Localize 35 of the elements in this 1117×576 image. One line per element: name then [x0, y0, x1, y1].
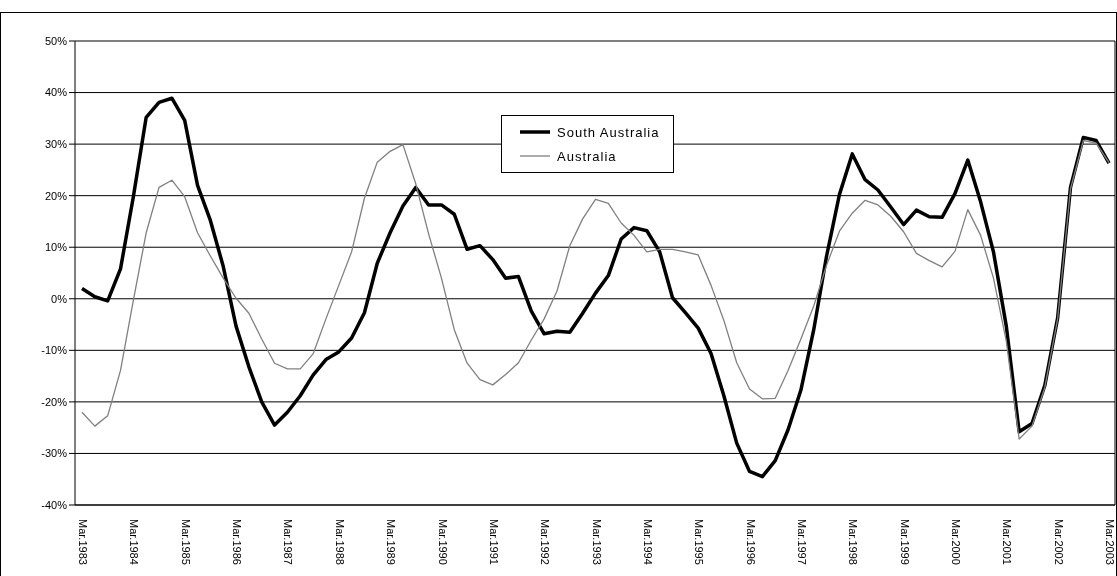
- x-tick-label: Mar.1992: [539, 519, 552, 565]
- legend-label: Australia: [557, 148, 617, 164]
- x-tick-label: Mar.1999: [898, 519, 911, 565]
- x-tick-label: Mar.1991: [487, 519, 500, 565]
- line-series: [81, 139, 1110, 440]
- y-tick-label: 30%: [44, 138, 68, 151]
- x-tick-label: Mar.1993: [590, 519, 603, 565]
- x-tick-label: Mar.1983: [77, 519, 90, 565]
- y-tick-label: -30%: [41, 447, 68, 460]
- y-tick-label: 10%: [44, 241, 68, 254]
- x-tick-label: Mar.2001: [1001, 519, 1014, 565]
- y-tick-label: 0%: [51, 292, 68, 305]
- x-tick-label: Mar.1990: [436, 519, 449, 565]
- line-series: [80, 96, 1111, 479]
- y-tick-label: -10%: [41, 344, 68, 357]
- y-tick-label: -20%: [41, 395, 68, 408]
- x-tick-label: Mar.1989: [385, 519, 398, 565]
- x-tick-label: Mar.1997: [795, 519, 808, 565]
- x-tick-label: Mar.1984: [128, 519, 141, 565]
- y-tick-label: 20%: [44, 189, 68, 202]
- legend-label: South Australia: [557, 124, 660, 140]
- x-tick-label: Mar.1998: [847, 519, 860, 565]
- x-tick-label: Mar.2003: [1104, 519, 1117, 565]
- x-tick-label: Mar.1994: [641, 519, 654, 565]
- x-tick-label: Mar.1995: [693, 519, 706, 565]
- x-tick-label: Mar.1988: [333, 519, 346, 565]
- x-tick-label: Mar.1996: [744, 519, 757, 565]
- x-tick-label: Mar.2000: [950, 519, 963, 565]
- x-tick-label: Mar.1986: [231, 519, 244, 565]
- y-tick-label: 50%: [44, 34, 68, 47]
- x-tick-label: Mar.1985: [179, 519, 192, 565]
- y-tick-label: -40%: [41, 498, 68, 511]
- x-tick-label: Mar.1987: [282, 519, 295, 565]
- y-tick-label: 40%: [44, 86, 68, 99]
- x-tick-label: Mar.2002: [1052, 519, 1065, 565]
